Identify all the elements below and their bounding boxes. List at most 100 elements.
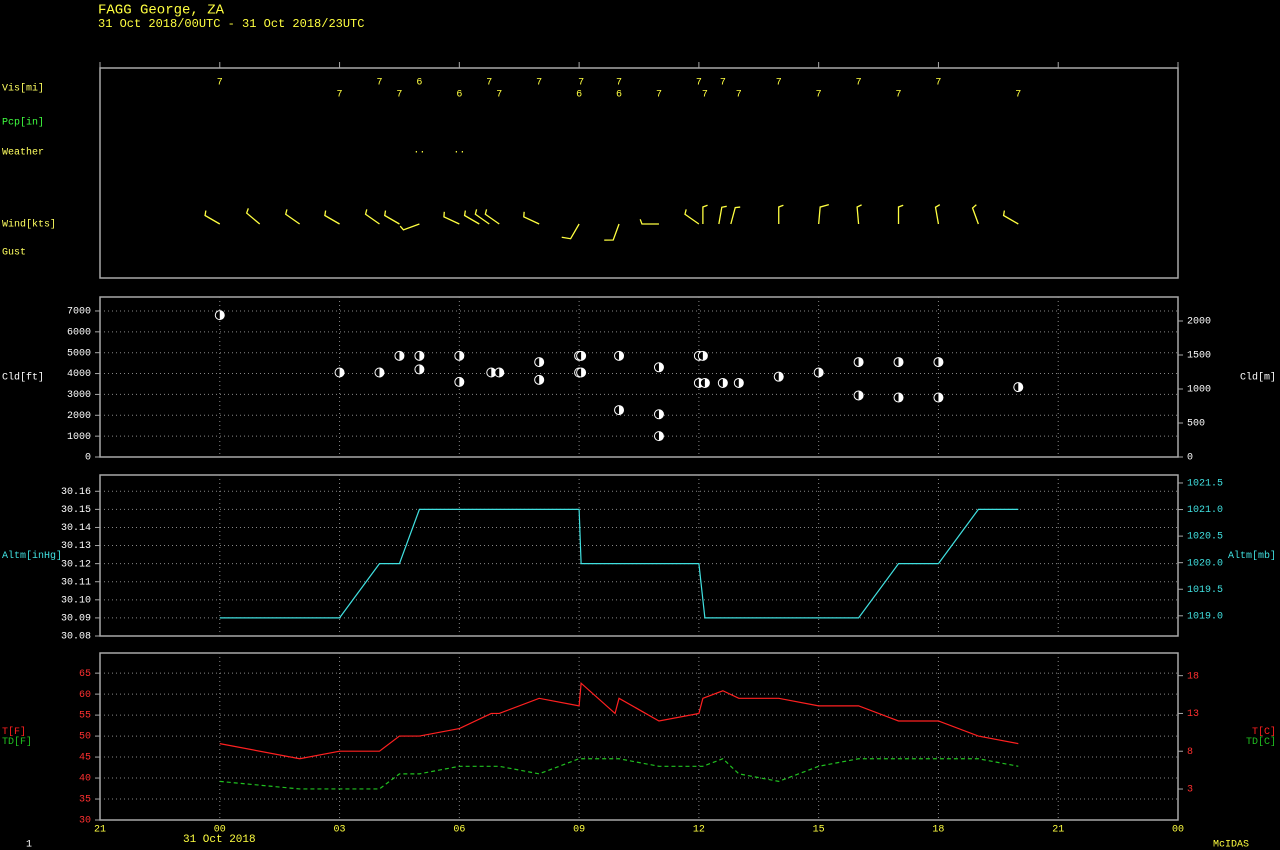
wind-barb: [474, 209, 490, 225]
cloud-symbol: [214, 310, 225, 321]
y2-tick-label: 8: [1187, 747, 1193, 758]
cloud-symbol-part: [658, 362, 664, 372]
cloud-symbol-part: [459, 377, 464, 387]
vis-value: 7: [496, 90, 502, 101]
cloud-symbol: [414, 364, 425, 375]
cloud-symbol-part: [419, 364, 424, 374]
subtitle: 31 Oct 2018/00UTC - 31 Oct 2018/23UTC: [98, 17, 364, 31]
panel-frame: [99, 296, 1179, 458]
cloud-symbol: [699, 377, 710, 388]
vis-value: 7: [656, 90, 662, 101]
cloud-symbol: [576, 367, 587, 378]
cloud-symbol-part: [818, 368, 824, 378]
cloud-symbol-part: [581, 351, 586, 361]
cloud-symbol-part: [938, 357, 943, 367]
y-tick-label: 30.10: [61, 595, 91, 606]
x-tick-label: 06: [453, 825, 465, 836]
cloud-symbol: [1013, 382, 1024, 393]
y-tick-label: 30.11: [61, 577, 91, 588]
vis-value: 7: [376, 78, 382, 89]
cloud-symbol: [933, 357, 944, 368]
y2-tick-label: 1019.5: [1187, 585, 1223, 596]
cloud-symbol-part: [339, 368, 345, 378]
vis-value: 7: [536, 78, 542, 89]
cloud-symbol-part: [399, 351, 404, 361]
y2-tick-label: 500: [1187, 419, 1205, 430]
y-tick-label: 65: [79, 669, 91, 680]
y2-tick-label: 1019.0: [1187, 611, 1223, 622]
cloud-symbol: [893, 392, 904, 403]
y-tick-label: 35: [79, 795, 91, 806]
vis-value: 7: [896, 90, 902, 101]
cloud-symbol-part: [658, 431, 664, 441]
cloud-symbol-part: [1018, 382, 1023, 392]
vis-value: 7: [578, 78, 584, 89]
y2-tick-label: 2000: [1187, 317, 1211, 328]
wind-barb: [971, 204, 979, 225]
series-line: [219, 508, 1019, 619]
vis-value: 7: [616, 78, 622, 89]
y-tick-label: 30.12: [61, 559, 91, 570]
cloud-symbol: [653, 431, 664, 442]
wind-barb: [897, 204, 904, 224]
cloud-symbol-part: [722, 378, 728, 388]
series-line: [219, 758, 1019, 790]
x-tick-label: 18: [932, 825, 944, 836]
wind-barb: [639, 219, 659, 225]
cloud-symbol-part: [459, 351, 464, 361]
y2-tick-label: 1500: [1187, 351, 1211, 362]
cloud-symbol-part: [539, 375, 544, 385]
cloud-symbol-part: [581, 368, 586, 378]
cloud-symbol: [374, 367, 385, 378]
title: FAGG George, ZA: [98, 3, 225, 19]
y-tick-label: 55: [79, 711, 91, 722]
vis-value: 7: [217, 78, 223, 89]
cloud-symbol-part: [898, 393, 904, 403]
cloud-symbol: [576, 350, 587, 361]
y-tick-label: 50: [79, 732, 91, 743]
y2-axis-label: Altm[mb]: [1228, 550, 1276, 562]
x-tick-label: 15: [813, 825, 825, 836]
cloud-symbol: [893, 357, 904, 368]
wind-barb: [604, 223, 620, 241]
cloud-symbol-part: [379, 368, 384, 378]
cloud-symbol: [534, 374, 545, 385]
weather-symbol: ..: [413, 146, 425, 157]
x-tick-label: 09: [573, 825, 585, 836]
vis-value: 7: [486, 78, 492, 89]
cloud-symbol: [653, 409, 664, 420]
row-label: Pcp[in]: [2, 117, 44, 129]
cloud-symbol: [334, 367, 345, 378]
cloud-symbol: [653, 362, 664, 373]
x-tick-label: 00: [1172, 825, 1184, 836]
wind-barb: [561, 223, 580, 240]
y-axis-label: Cld[ft]: [2, 372, 44, 384]
vis-value: 7: [776, 78, 782, 89]
brand: McIDAS: [1213, 840, 1249, 850]
vis-value: 6: [616, 90, 622, 101]
y-tick-label: 40: [79, 774, 91, 785]
cloud-symbol-part: [219, 310, 225, 320]
y-tick-label: 45: [79, 753, 91, 764]
vis-value: 6: [576, 90, 582, 101]
y2-axis-label: Cld[m]: [1240, 372, 1276, 384]
wind-barb: [463, 210, 480, 225]
x-tick-label: 12: [693, 825, 705, 836]
cloud-symbol: [697, 350, 708, 361]
wind-barb: [702, 204, 708, 224]
y2-tick-label: 1020.5: [1187, 532, 1223, 543]
y-tick-label: 30.16: [61, 487, 91, 498]
cloud-symbol: [733, 377, 744, 388]
y2-axis-label: TD[C]: [1246, 736, 1276, 748]
cloud-symbol: [813, 367, 824, 378]
date-label: 31 Oct 2018: [183, 834, 256, 846]
y-tick-label: 2000: [67, 411, 91, 422]
cloud-symbol-part: [658, 409, 664, 419]
cloud-symbol: [414, 350, 425, 361]
cloud-symbol: [534, 357, 545, 368]
vis-value: 6: [416, 78, 422, 89]
cloud-symbol: [717, 377, 728, 388]
wind-barb: [684, 209, 700, 225]
wind-barb: [484, 209, 500, 225]
wind-barb: [818, 203, 829, 225]
